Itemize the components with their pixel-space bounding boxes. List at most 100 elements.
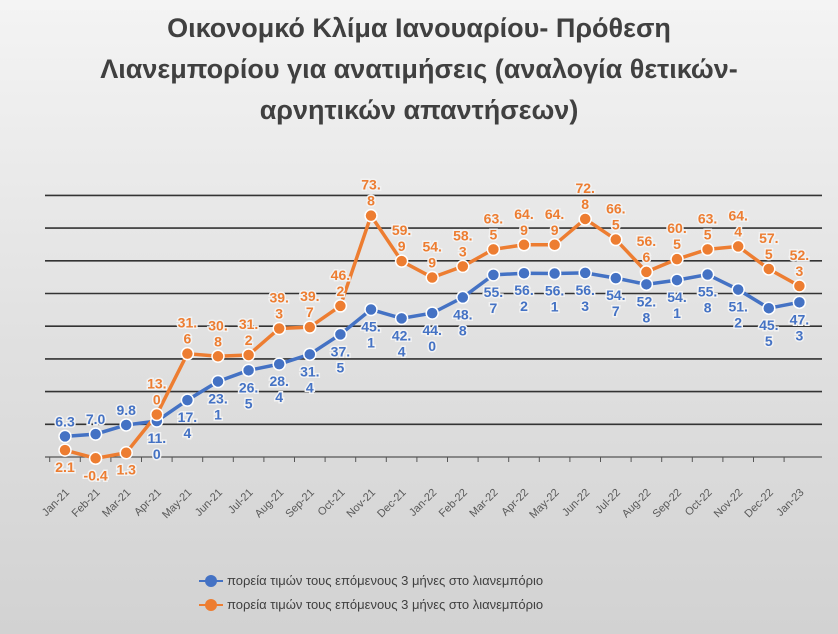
data-point xyxy=(364,208,378,223)
data-label: 55. xyxy=(484,284,503,300)
data-label: 6 xyxy=(643,249,651,265)
x-tick-label: Sep-22 xyxy=(651,487,685,521)
data-label: 1.3 xyxy=(116,462,136,478)
x-tick-label: Mar-22 xyxy=(467,487,500,520)
data-label: 45. xyxy=(759,317,778,333)
data-label: 5 xyxy=(245,395,253,411)
x-tick-label: Feb-21 xyxy=(70,487,103,520)
data-label: 2 xyxy=(245,332,253,348)
x-tick-label: Jan-23 xyxy=(774,487,806,519)
data-point xyxy=(394,311,409,326)
data-label: 52. xyxy=(790,247,809,263)
data-point xyxy=(180,393,195,407)
x-tick-label: Jun-22 xyxy=(560,487,592,519)
x-tick-label: Apr-22 xyxy=(499,487,531,519)
x-tick-label: Jul-22 xyxy=(593,487,623,517)
data-label: 64. xyxy=(514,206,533,222)
data-label: 7 xyxy=(490,300,498,316)
data-point xyxy=(639,277,654,292)
data-point xyxy=(211,374,225,389)
data-label: 3 xyxy=(796,263,804,279)
data-label: 9 xyxy=(428,254,436,270)
data-label: 63. xyxy=(698,210,717,226)
data-point xyxy=(792,279,807,293)
data-label: 2.1 xyxy=(55,459,75,475)
data-label: 0 xyxy=(153,446,161,462)
data-point xyxy=(547,238,562,252)
data-label: 54. xyxy=(606,287,625,303)
x-tick-label: Apr-21 xyxy=(132,487,164,519)
data-point xyxy=(58,443,72,457)
data-label: 44. xyxy=(422,322,441,338)
data-point xyxy=(731,239,745,254)
legend-label: πορεία τιμών τους επόμενους 3 μήνες στο … xyxy=(227,573,544,588)
x-tick-label: Jul-21 xyxy=(226,487,256,517)
data-label: 55. xyxy=(698,284,717,300)
x-tick-label: Aug-22 xyxy=(620,487,654,521)
data-label: 23. xyxy=(208,390,227,406)
data-label: 4 xyxy=(306,379,314,395)
x-tick-label: Jan-21 xyxy=(40,487,72,519)
data-label: 2 xyxy=(337,283,345,299)
data-label: 8 xyxy=(581,196,589,212)
x-tick-label: Jan-22 xyxy=(407,487,439,519)
x-tick-label: Nov-22 xyxy=(712,487,746,521)
data-point xyxy=(241,348,256,362)
legend-item-blue: πορεία τιμών τους επόμενους 3 μήνες στο … xyxy=(199,573,544,588)
data-label: 42. xyxy=(392,327,411,343)
data-point xyxy=(119,445,133,460)
data-label: 64. xyxy=(728,207,747,223)
data-label: 3 xyxy=(796,327,804,343)
data-label: 6.3 xyxy=(55,413,75,429)
data-label: 5 xyxy=(673,236,681,252)
data-point xyxy=(547,266,562,281)
data-label: 7 xyxy=(612,303,620,319)
data-point xyxy=(333,299,348,313)
data-label: 47. xyxy=(790,311,809,327)
data-point xyxy=(303,320,317,334)
x-tick-label: Aug-21 xyxy=(253,487,287,521)
data-label: 4 xyxy=(734,223,742,239)
data-label: 31. xyxy=(178,315,197,331)
data-label: 1 xyxy=(673,305,681,321)
legend-label: πορεία τιμών τους επόμενους 3 μήνες στο … xyxy=(227,597,544,612)
data-label: 5 xyxy=(765,246,773,262)
data-label: 37. xyxy=(331,343,350,359)
data-label: 63. xyxy=(484,210,503,226)
x-tick-label: May-21 xyxy=(160,487,194,521)
data-point xyxy=(639,265,654,279)
data-label: 9 xyxy=(551,222,559,238)
data-label: 8 xyxy=(214,333,222,349)
data-label: 17. xyxy=(178,409,197,425)
data-label: 66. xyxy=(606,201,625,217)
data-label: 28. xyxy=(269,373,288,389)
data-point xyxy=(119,418,133,432)
data-label: 57. xyxy=(759,230,778,246)
data-label: 26. xyxy=(239,379,258,395)
data-label: 60. xyxy=(667,220,686,236)
data-point xyxy=(456,259,470,274)
data-label: 11. xyxy=(147,430,166,446)
data-label: 1 xyxy=(214,406,222,422)
data-label: 0 xyxy=(153,391,161,407)
data-label: 3 xyxy=(459,243,467,259)
x-tick-label: Oct-22 xyxy=(683,487,715,519)
data-label: 1 xyxy=(551,299,559,315)
x-tick-label: May-22 xyxy=(527,487,561,521)
data-label: 8 xyxy=(643,309,651,325)
legend-item-orange: πορεία τιμών τους επόμενους 3 μήνες στο … xyxy=(199,597,544,612)
data-label: 48. xyxy=(453,306,472,322)
data-label: 54. xyxy=(667,289,686,305)
data-label: 31. xyxy=(300,363,319,379)
data-label: 7 xyxy=(306,304,314,320)
x-tick-label: Nov-21 xyxy=(345,487,379,521)
data-point xyxy=(180,346,195,361)
data-label: 2 xyxy=(520,298,528,314)
chart-title: Οικονομκό Κλίμα Ιανουαρίου- Πρόθεση Λιαν… xyxy=(100,13,738,125)
data-label: 5 xyxy=(704,226,712,242)
data-label: 6 xyxy=(184,331,192,347)
data-label: 64. xyxy=(545,206,564,222)
data-label: 56. xyxy=(637,233,656,249)
data-label: 52. xyxy=(637,293,656,309)
data-label: 2 xyxy=(734,315,742,331)
